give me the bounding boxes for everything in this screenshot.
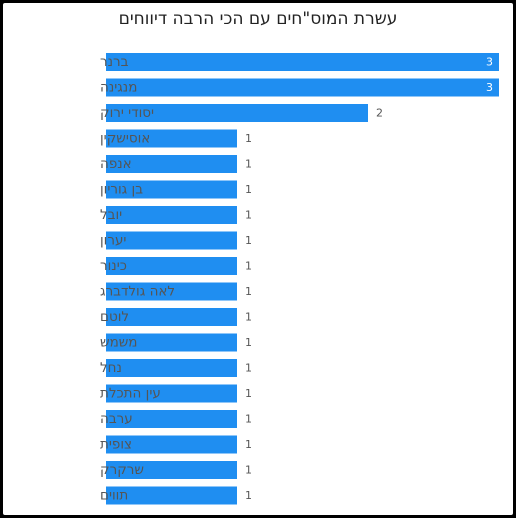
- category-label: שרקרק: [100, 462, 144, 478]
- bar: [106, 180, 237, 199]
- value-label: 1: [245, 158, 252, 171]
- bar: [106, 359, 237, 377]
- bar: [106, 435, 237, 454]
- value-label: 1: [245, 336, 252, 349]
- category-label: ערבה: [100, 411, 133, 427]
- value-label: 1: [245, 234, 252, 247]
- value-label: 1: [245, 464, 252, 477]
- bar: [106, 282, 237, 301]
- bar: [106, 308, 237, 326]
- bar: [106, 257, 237, 275]
- category-label: תווים: [100, 488, 128, 504]
- category-label: יסודי ירוק: [100, 105, 154, 121]
- value-label: 1: [245, 183, 252, 196]
- bar: [106, 231, 237, 250]
- bar: [106, 333, 237, 352]
- chart-frame: עשרת המוס"חים עם הכי הרבה דיווחים ברנר 3 מ…: [3, 3, 513, 515]
- bar-chart: ברנר 3 מנגינה 3 יסודי ירוק 2 אוסישקין 1 אנפה 1 בן …: [100, 53, 499, 505]
- category-label: עין התכלת: [100, 386, 161, 402]
- value-label: 3: [486, 56, 493, 69]
- chart-title: עשרת המוס"חים עם הכי הרבה דיווחים: [118, 9, 398, 29]
- bar: [106, 486, 237, 505]
- category-label: אנפה: [100, 156, 132, 172]
- category-label: לוטם: [100, 309, 129, 325]
- value-label: 2: [376, 107, 383, 120]
- category-label: ברנר: [100, 54, 129, 70]
- value-label: 1: [245, 285, 252, 298]
- category-label: נחל: [100, 360, 122, 376]
- value-label: 1: [245, 489, 252, 502]
- bar: [106, 384, 237, 403]
- value-label: 1: [245, 260, 252, 273]
- value-label: 1: [245, 413, 252, 426]
- value-label: 3: [486, 81, 493, 94]
- bar: [106, 53, 499, 71]
- category-label: לאה גולדברג: [100, 284, 175, 300]
- bar: [106, 78, 499, 97]
- bar: [106, 206, 237, 224]
- bar: [106, 410, 237, 428]
- bar: [106, 461, 237, 479]
- value-label: 1: [245, 311, 252, 324]
- value-label: 1: [245, 362, 252, 375]
- category-label: יערון: [100, 233, 126, 249]
- category-label: אוסישקין: [100, 131, 150, 147]
- bar: [106, 129, 237, 148]
- category-label: צופית: [100, 437, 132, 453]
- category-label: כינור: [100, 258, 127, 274]
- value-label: 1: [245, 438, 252, 451]
- value-label: 1: [245, 209, 252, 222]
- category-label: מנגינה: [100, 80, 137, 96]
- value-label: 1: [245, 132, 252, 145]
- category-label: משמש: [100, 335, 137, 351]
- bar: [106, 155, 237, 173]
- value-label: 1: [245, 387, 252, 400]
- category-label: יובל: [100, 207, 122, 223]
- category-label: בן גוריון: [100, 182, 143, 198]
- bar: [106, 104, 368, 122]
